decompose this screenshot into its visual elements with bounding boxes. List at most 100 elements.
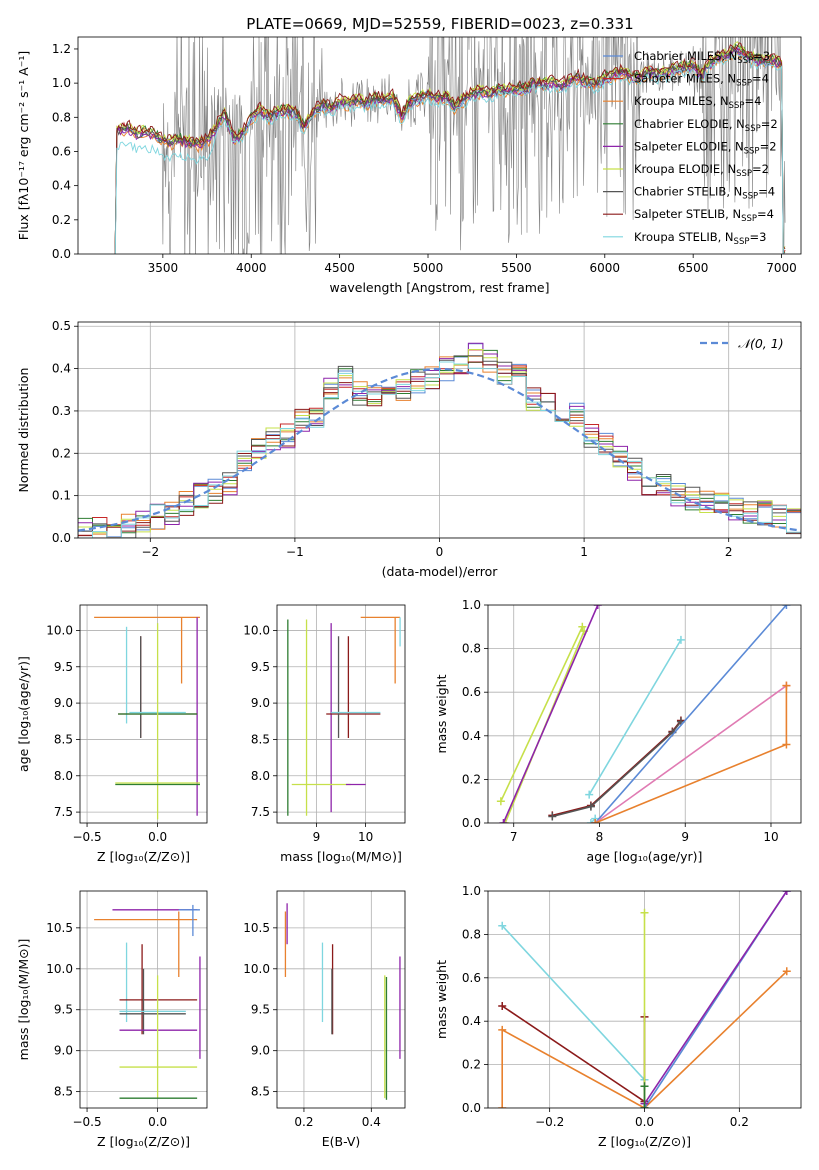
x-axis-label: age [log₁₀(age/yr)] — [587, 849, 703, 864]
weight-line — [588, 639, 682, 796]
y-axis-label: Normed distribution — [16, 368, 31, 493]
y-tick-label: 0.8 — [52, 110, 71, 124]
normal-curve — [78, 367, 801, 532]
x-tick-label: −2 — [141, 545, 159, 559]
weight-line — [552, 720, 682, 817]
axes-frame — [77, 321, 802, 539]
model-kroupa-elodie — [114, 41, 786, 254]
plot-area-age_vs_mass — [277, 605, 405, 823]
x-tick-label: 0.2 — [730, 1115, 749, 1129]
y-tick-label: 10.0 — [243, 962, 270, 976]
x-tick-label: −1 — [286, 545, 304, 559]
weight-marker — [498, 1104, 507, 1108]
x-tick-label: −0.5 — [72, 830, 101, 844]
x-tick-label: 3500 — [148, 261, 179, 275]
weight-marker — [782, 605, 791, 609]
y-tick-label: 10.0 — [46, 623, 73, 637]
y-tick-label: 0.8 — [462, 642, 481, 656]
x-axis-label: (data-model)/error — [382, 564, 499, 579]
x-tick-label: 6000 — [590, 261, 621, 275]
y-tick-label: 0.5 — [52, 319, 71, 333]
y-tick-label: 9.5 — [251, 1003, 270, 1017]
x-tick-label: 0.0 — [635, 1115, 654, 1129]
y-tick-label: 0.4 — [52, 362, 71, 376]
axes-weight_vs_age: 7 8 9 10 0.0 0.2 0.4 0.6 0.8 1.0 age [log₁₀(age/yr… — [434, 598, 802, 864]
x-axis-label: wavelength [Angstrom, rest frame] — [329, 280, 549, 295]
plot-area-age_vs_Z — [80, 605, 207, 823]
plot-area-spectrum — [114, 37, 786, 254]
y-tick-label: 1.2 — [52, 42, 71, 56]
y-tick-label: 0.6 — [462, 971, 481, 985]
legend-label: Kroupa STELIB, NSSP=3 — [634, 230, 766, 247]
axes-weight_vs_Z: −0.2 0.0 0.2 0.0 0.2 0.4 0.6 0.8 1.0 Z [log₁₀(Z/Z… — [434, 884, 802, 1149]
x-tick-label: 9 — [313, 830, 321, 844]
y-tick-label: 0.2 — [52, 213, 71, 227]
y-tick-label: 0.0 — [462, 1101, 481, 1115]
x-tick-label: 5000 — [413, 261, 444, 275]
y-tick-label: 0.0 — [52, 247, 71, 261]
axes-layer: 3500 4000 4500 5000 5500 6000 6500 70000.00.20.… — [16, 36, 802, 1149]
y-tick-label: 9.0 — [54, 1044, 73, 1058]
axes-mass_vs_Z: −0.5 0.0 8.5 9.0 9.5 10.0 10.5 Z [log₁₀(Z/Z⊙)] m… — [16, 890, 208, 1149]
y-tick-label: 1.0 — [52, 76, 71, 90]
y-tick-label: 9.0 — [251, 1044, 270, 1058]
weight-marker — [586, 802, 595, 811]
y-tick-label: 8.0 — [251, 769, 270, 783]
legend-label: Chabrier ELODIE, NSSP=2 — [634, 117, 778, 134]
axes-residuals: −2 −1 0 1 2 0.0 0.1 0.2 0.3 0.4 0.5 (data-model)/er… — [16, 319, 802, 579]
weight-line — [502, 605, 599, 823]
y-tick-label: 0.3 — [52, 404, 71, 418]
weight-marker — [585, 790, 594, 799]
y-tick-label: 0.2 — [462, 772, 481, 786]
axes-age_vs_Z: −0.5 0.0 7.5 8.0 8.5 9.0 9.5 10.0 Z [log₁₀(Z/Z⊙)… — [16, 604, 208, 864]
x-tick-label: 7 — [510, 830, 518, 844]
x-tick-label: 4000 — [236, 261, 267, 275]
axes-age_vs_mass: 9 10 7.5 8.0 8.5 9.0 9.5 10.0 mass [log₁₀(M/M⊙)] — [243, 604, 406, 864]
y-tick-label: 8.0 — [54, 769, 73, 783]
axes-frame — [487, 890, 802, 1109]
weight-line — [594, 605, 788, 823]
x-tick-label: 7000 — [766, 261, 797, 275]
x-tick-label: 0 — [436, 545, 444, 559]
weight-marker — [676, 635, 685, 644]
y-tick-label: 9.5 — [54, 1003, 73, 1017]
y-axis-label: mass weight — [434, 960, 449, 1039]
x-tick-label: 1 — [580, 545, 588, 559]
axes-frame — [79, 890, 208, 1109]
weight-marker — [591, 819, 600, 823]
legend-label: Salpeter STELIB, NSSP=4 — [634, 207, 774, 224]
weight-marker — [782, 891, 791, 895]
y-tick-label: 9.0 — [54, 696, 73, 710]
weight-line — [643, 891, 788, 1105]
y-tick-label: 9.5 — [54, 660, 73, 674]
weight-marker — [498, 921, 507, 930]
legend-label: Salpeter MILES, NSSP=4 — [634, 72, 769, 89]
x-axis-label: Z [log₁₀(Z/Z⊙)] — [598, 1134, 691, 1149]
axes-frame — [79, 604, 208, 824]
x-axis-label: mass [log₁₀(M/M⊙)] — [280, 849, 402, 864]
plot-area-weight_vs_age — [488, 605, 801, 823]
x-tick-label: −0.5 — [72, 1115, 101, 1129]
weight-line — [501, 1005, 646, 1104]
y-tick-label: 0.6 — [462, 685, 481, 699]
weight-marker — [586, 819, 595, 823]
axes-mass_vs_ebv: 0.2 0.4 8.5 9.0 9.5 10.0 10.5 E(B-V) — [243, 890, 406, 1149]
y-tick-label: 9.5 — [251, 660, 270, 674]
weight-marker — [498, 1025, 507, 1034]
y-tick-label: 1.0 — [462, 884, 481, 898]
y-tick-label: 0.0 — [52, 531, 71, 545]
y-tick-label: 0.8 — [462, 927, 481, 941]
y-tick-label: 1.0 — [462, 598, 481, 612]
x-tick-label: 9 — [681, 830, 689, 844]
weight-line — [552, 721, 682, 818]
legend-label: 𝒩(0, 1) — [738, 336, 784, 351]
y-tick-label: 0.2 — [52, 446, 71, 460]
weight-line — [500, 626, 584, 802]
axes-frame — [77, 36, 802, 255]
y-tick-label: 0.6 — [52, 144, 71, 158]
y-tick-label: 7.5 — [54, 805, 73, 819]
x-tick-label: 0.2 — [294, 1115, 313, 1129]
y-tick-label: 10.0 — [46, 962, 73, 976]
y-tick-label: 9.0 — [251, 696, 270, 710]
weight-marker — [640, 1082, 649, 1091]
